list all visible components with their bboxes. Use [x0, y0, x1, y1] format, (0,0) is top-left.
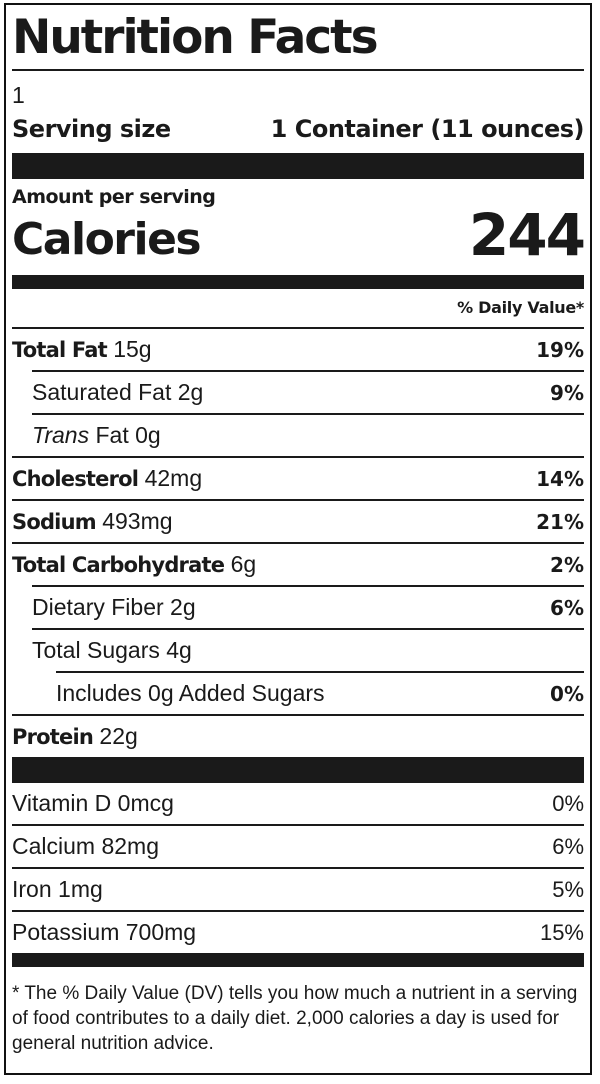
nutrient-dv: 6% — [550, 595, 584, 620]
nutrient-amount: 4g — [166, 637, 192, 663]
vitamin-dv: 0% — [552, 790, 584, 816]
nutrient-name-italic: Trans — [32, 422, 90, 448]
nutrient-row-total-carbohydrate: Total Carbohydrate 6g 2% — [12, 542, 584, 585]
nutrient-row-total-sugars: Total Sugars 4g — [32, 628, 584, 671]
nutrient-name: Protein — [12, 725, 94, 749]
nutrient-row-dietary-fiber: Dietary Fiber 2g 6% — [32, 585, 584, 628]
nutrient-amount: 2g — [170, 594, 196, 620]
nutrient-row-protein: Protein 22g — [12, 714, 584, 757]
nutrient-name: Saturated Fat — [32, 379, 172, 405]
serving-size-value: 1 Container (11 ounces) — [270, 115, 585, 143]
vitamin-row-iron: Iron 1mg 5% — [12, 867, 584, 910]
nutrition-label: Nutrition Facts 1 Serving size 1 Contain… — [4, 3, 592, 1075]
nutrient-name: Fat — [95, 422, 129, 448]
nutrient-dv: 2% — [550, 552, 584, 577]
vitamin-row-potassium: Potassium 700mg 15% — [12, 910, 584, 953]
vitamin-name: Calcium 82mg — [12, 833, 159, 859]
nutrient-row-sodium: Sodium 493mg 21% — [12, 499, 584, 542]
calories-row: Calories 244 — [12, 205, 586, 265]
nutrient-row-cholesterol: Cholesterol 42mg 14% — [12, 456, 584, 499]
nutrient-dv: 21% — [536, 509, 584, 534]
medium-divider — [12, 953, 584, 967]
nutrient-dv: 9% — [550, 380, 584, 405]
serving-size-row: Serving size 1 Container (11 ounces) — [12, 109, 585, 149]
nutrient-amount: 22g — [99, 723, 138, 749]
medium-divider — [12, 275, 584, 289]
vitamin-row-vitamin-d: Vitamin D 0mcg 0% — [12, 783, 584, 824]
nutrient-name: Total Fat — [12, 338, 108, 362]
calories-value: 244 — [468, 201, 586, 269]
vitamin-dv: 15% — [539, 919, 584, 945]
daily-value-header: % Daily Value* — [457, 298, 584, 317]
thick-divider — [12, 153, 584, 179]
vitamin-dv: 5% — [552, 876, 584, 902]
label-content: Nutrition Facts 1 Serving size 1 Contain… — [12, 5, 586, 1056]
nutrient-dv: 14% — [536, 466, 584, 491]
nutrient-name: Total Sugars — [32, 637, 160, 663]
nutrient-name: Includes 0g Added Sugars — [56, 680, 325, 706]
vitamin-dv: 6% — [552, 833, 584, 859]
nutrient-name: Sodium — [12, 510, 97, 534]
divider — [12, 69, 584, 71]
amount-per-serving: Amount per serving — [12, 186, 216, 208]
nutrient-dv: 19% — [536, 337, 584, 362]
nutrient-dv: 0% — [550, 681, 584, 706]
label-title: Nutrition Facts — [12, 10, 379, 65]
nutrient-row-added-sugars: Includes 0g Added Sugars 0% — [56, 671, 584, 714]
vitamin-name: Potassium 700mg — [12, 919, 197, 945]
thick-divider — [12, 757, 584, 783]
nutrient-amount: 6g — [230, 551, 257, 577]
nutrient-row-total-fat: Total Fat 15g 19% — [12, 327, 584, 370]
nutrient-row-trans-fat: Trans Fat 0g — [32, 413, 584, 456]
nutrient-amount: 15g — [113, 336, 152, 362]
nutrient-name: Total Carbohydrate — [12, 553, 225, 577]
servings-per-container: 1 — [12, 82, 25, 108]
serving-size-label: Serving size — [12, 115, 171, 143]
nutrient-amount: 42mg — [144, 465, 203, 491]
nutrient-amount: 0g — [135, 422, 161, 448]
nutrient-name: Cholesterol — [12, 467, 139, 491]
vitamin-name: Vitamin D 0mcg — [12, 790, 174, 816]
vitamin-name: Iron 1mg — [12, 876, 103, 902]
calories-label: Calories — [12, 214, 202, 265]
nutrient-amount: 2g — [177, 379, 204, 405]
nutrient-name: Dietary Fiber — [32, 594, 164, 620]
nutrient-row-saturated-fat: Saturated Fat 2g 9% — [32, 370, 584, 413]
footnote: * The % Daily Value (DV) tells you how m… — [12, 983, 578, 1054]
nutrient-amount: 493mg — [102, 508, 173, 534]
vitamin-row-calcium: Calcium 82mg 6% — [12, 824, 584, 867]
